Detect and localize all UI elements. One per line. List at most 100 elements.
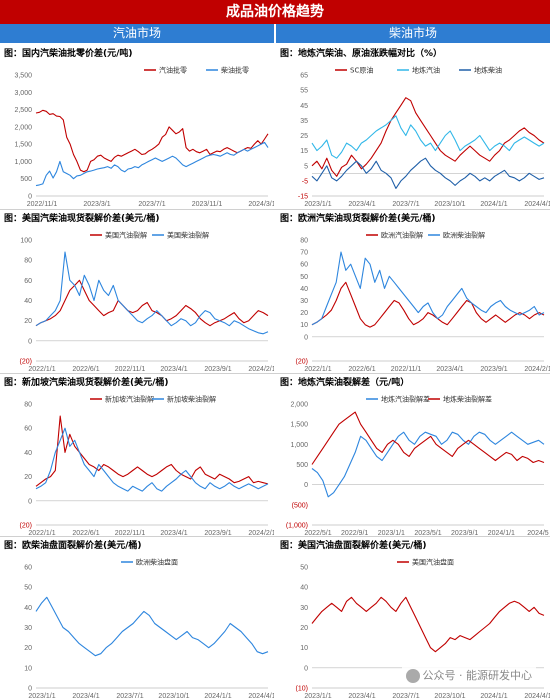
y-tick-label: (10)	[296, 686, 308, 693]
x-tick-label: 2022/6/1	[72, 366, 99, 373]
gasoline-market-header: 汽油市场	[0, 24, 274, 43]
wechat-icon	[405, 669, 420, 683]
y-tick-label: (500)	[292, 502, 308, 509]
chart-panel-5: 图：地炼汽柴油裂解差（元/吨） 2,000 1,500 1,000 500 0 (500)…	[276, 374, 550, 537]
y-tick-label: 2,000	[290, 402, 308, 409]
legend-label: 新加坡柴油裂解	[167, 395, 216, 404]
chart-panel-2: 图：美国汽柴油现货裂解价差(美元/桶) 100 80 60 40 20 0 (20) 2022…	[0, 210, 274, 373]
chart-panel-3: 图：欧洲汽柴油现货裂解价差(美元/桶) 80 70 60 50 40 30 20 10 0 (20…	[276, 210, 550, 373]
x-tick-label: 2023/1/1	[304, 201, 331, 208]
chart-title: 图：美国汽柴油现货裂解价差(美元/桶)	[4, 214, 160, 224]
x-tick-label: 2023/9/1	[451, 530, 478, 537]
y-tick-label: 20	[300, 625, 308, 632]
x-tick-label: 2022/5/1	[304, 530, 331, 537]
legend-label: 美国汽油盘面	[412, 558, 454, 567]
y-tick-label: -5	[302, 178, 308, 185]
x-tick-label: 2022/6/1	[72, 530, 99, 537]
x-tick-label: 2022/11/1	[391, 366, 422, 373]
x-tick-label: 2024/2/1	[248, 366, 274, 373]
series-line-1	[311, 251, 545, 326]
watermark: 公众号 · 能源研发中心	[401, 665, 536, 685]
x-tick-label: 2024/1/1	[488, 530, 515, 537]
y-tick-label: 2,500	[14, 107, 32, 114]
legend-label: 美国汽油裂解	[105, 231, 147, 240]
y-tick-label: 10	[300, 322, 308, 329]
y-tick-label: 80	[300, 238, 308, 245]
x-tick-label: 2022/11/1	[27, 201, 58, 208]
y-tick-label: (20)	[20, 523, 32, 530]
x-tick-label: 2023/4/1	[72, 693, 99, 700]
chart-title: 图：地炼汽柴油、原油涨跌幅对比（%）	[280, 49, 443, 59]
y-tick-label: 10	[24, 665, 32, 672]
series-line-0	[35, 279, 269, 327]
chart-panel-0: 图：国内汽柴油批零价差(元/吨) 3,500 3,000 2,500 2,000 1,5…	[0, 45, 274, 208]
x-tick-label: 2022/11/1	[115, 366, 146, 373]
row-divider	[0, 536, 550, 537]
y-tick-label: 20	[24, 474, 32, 481]
y-tick-label: 3,000	[14, 90, 32, 97]
chart-panel-1: 图：地炼汽柴油、原油涨跌幅对比（%） 65 55 45 35 25 15 5 -5 -15 202…	[276, 45, 550, 208]
y-tick-label: 40	[300, 286, 308, 293]
y-tick-label: 35	[300, 118, 308, 125]
y-tick-label: 20	[24, 645, 32, 652]
y-tick-label: 80	[24, 258, 32, 265]
y-tick-label: 60	[300, 262, 308, 269]
x-tick-label: 2024/3/1	[248, 201, 274, 208]
y-tick-label: 0	[28, 686, 32, 693]
legend-label: 地炼汽油	[412, 66, 440, 75]
chart-title: 图：国内汽柴油批零价差(元/吨)	[4, 49, 133, 59]
legend-label: 美国柴油裂解	[167, 231, 209, 240]
y-tick-label: 60	[24, 278, 32, 285]
y-tick-label: 0	[28, 338, 32, 345]
legend-label: 欧洲汽油裂解	[381, 231, 423, 240]
x-tick-label: 2023/4/1	[160, 530, 187, 537]
x-tick-label: 2023/4/1	[436, 366, 463, 373]
x-tick-label: 2023/7/1	[138, 201, 165, 208]
y-tick-label: -15	[298, 194, 308, 201]
x-tick-label: 2024/1/1	[480, 201, 507, 208]
chart-panel-4: 图：新加坡汽柴油现货裂解价差(美元/桶) 80 60 40 20 0 (20) 2022/1…	[0, 374, 274, 537]
legend-label: 地炼汽油裂解差	[381, 395, 430, 404]
y-tick-label: 500	[20, 176, 32, 183]
legend-label: 地炼柴油裂解差	[443, 395, 492, 404]
chart-title: 图：欧柴油盘面裂解价差(美元/桶)	[4, 541, 142, 551]
chart-title: 图：地炼汽柴油裂解差（元/吨）	[280, 378, 410, 388]
series-line-0	[35, 596, 269, 657]
y-tick-label: 40	[24, 450, 32, 457]
chart-svg: 80 60 40 20 0 (20)2022/1/1 2022/6/1 2022/11/1 20…	[20, 395, 274, 538]
y-tick-label: 10	[300, 645, 308, 652]
row-divider	[0, 209, 550, 210]
y-tick-label: 60	[24, 426, 32, 433]
chart-title: 图：欧洲汽柴油现货裂解价差(美元/桶)	[280, 214, 436, 224]
legend-label: SC原油	[350, 66, 373, 75]
y-tick-label: 0	[304, 334, 308, 341]
x-tick-label: 2023/5/1	[414, 530, 441, 537]
x-tick-label: 2023/4/1	[160, 366, 187, 373]
legend-label: 欧洲柴油盘面	[136, 558, 178, 567]
y-tick-label: (20)	[296, 359, 308, 366]
x-tick-label: 2024/2/1	[248, 530, 274, 537]
series-line-1	[311, 115, 545, 159]
y-tick-label: 50	[300, 274, 308, 281]
chart-panel-6: 图：欧柴油盘面裂解价差(美元/桶) 60 50 40 30 20 10 0 2023/1/1 2…	[0, 537, 274, 700]
series-line-0	[35, 415, 269, 487]
y-tick-label: 0	[304, 665, 308, 672]
x-tick-label: 2023/9/1	[204, 366, 231, 373]
x-tick-label: 2022/1/1	[28, 530, 55, 537]
x-tick-label: 2024/4/1	[248, 693, 274, 700]
y-tick-label: 50	[24, 585, 32, 592]
y-tick-label: 30	[24, 625, 32, 632]
y-tick-label: 25	[300, 133, 308, 140]
x-tick-label: 2022/11/1	[115, 530, 146, 537]
y-tick-label: 40	[300, 585, 308, 592]
y-tick-label: 1,000	[290, 442, 308, 449]
y-tick-label: 15	[300, 148, 308, 155]
x-tick-label: 2024/1/1	[204, 693, 231, 700]
y-tick-label: 30	[300, 298, 308, 305]
y-tick-label: 50	[300, 565, 308, 572]
x-tick-label: 2022/9/1	[341, 530, 368, 537]
x-tick-label: 2023/7/1	[116, 693, 143, 700]
y-tick-label: 45	[300, 103, 308, 110]
y-tick-label: 0	[28, 194, 32, 201]
